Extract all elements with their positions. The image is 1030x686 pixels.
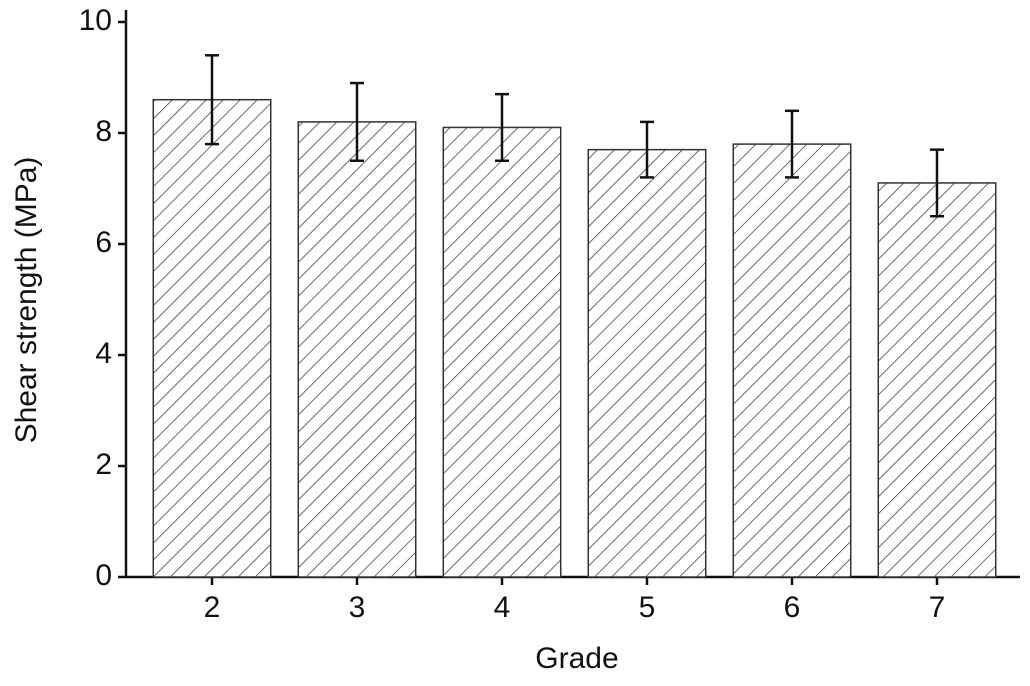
y-tick-label: 8 <box>95 115 112 148</box>
bar <box>732 143 852 578</box>
x-axis-label: Grade <box>535 642 618 675</box>
x-tick-label: 4 <box>494 591 511 624</box>
y-tick-label: 0 <box>95 559 112 592</box>
y-tick-label: 6 <box>95 226 112 259</box>
error-bar <box>640 120 654 179</box>
x-tick-label: 6 <box>784 591 801 624</box>
bar <box>877 182 997 578</box>
x-tick-label: 3 <box>349 591 366 624</box>
error-bar <box>350 81 364 162</box>
bar <box>297 121 417 578</box>
bar <box>152 98 272 578</box>
x-tick-label: 7 <box>929 591 946 624</box>
error-bar <box>785 109 799 179</box>
x-tick-label: 5 <box>639 591 656 624</box>
x-tick-label: 2 <box>204 591 221 624</box>
error-bar <box>205 54 219 146</box>
bar <box>587 148 707 578</box>
bar <box>442 126 562 578</box>
y-tick-label: 10 <box>79 4 112 37</box>
y-tick-label: 2 <box>95 448 112 481</box>
y-axis-label: Shear strength (MPa) <box>10 157 43 444</box>
y-tick-label: 4 <box>95 337 112 370</box>
error-bar <box>930 148 944 218</box>
error-bar <box>495 92 509 162</box>
